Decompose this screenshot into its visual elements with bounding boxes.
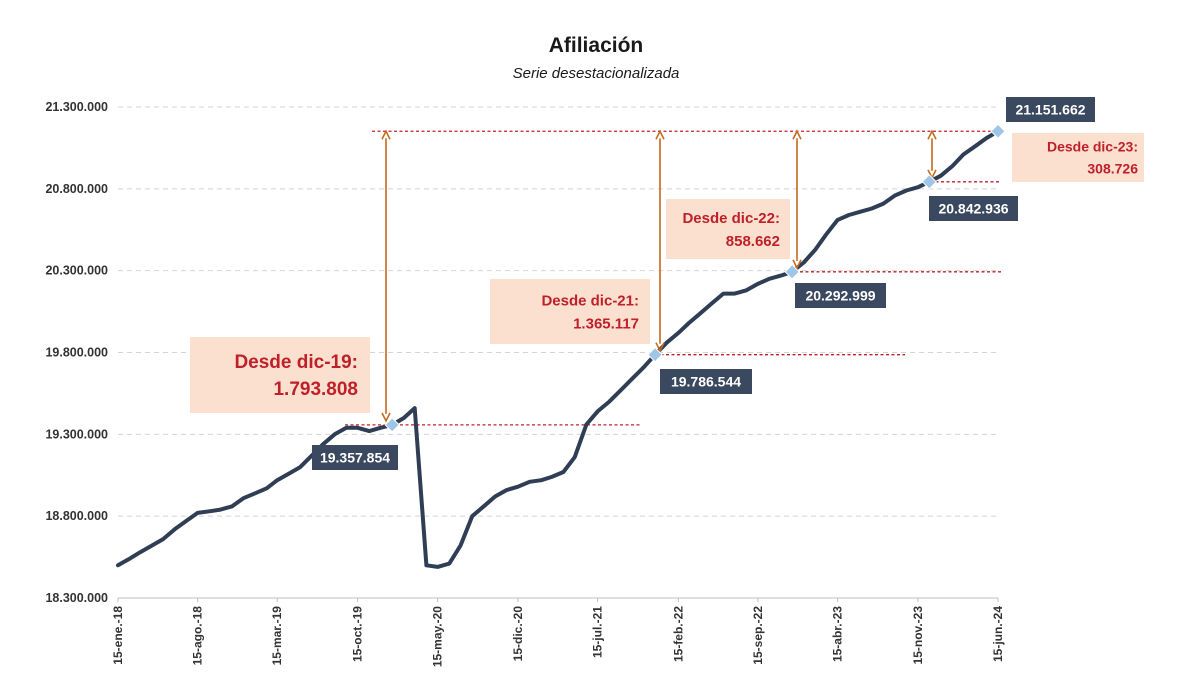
y-tick-label: 19.800.000 <box>45 346 108 360</box>
value-label-text: 20.842.936 <box>938 201 1008 217</box>
y-tick-label: 21.300.000 <box>45 100 108 114</box>
x-tick-label: 15-mar.-19 <box>270 606 284 666</box>
labels-layer: 19.357.854 19.786.544 20.292.999 20.842.936… <box>190 97 1144 470</box>
delta-annotation-box <box>1012 133 1144 182</box>
delta-annotation-value: 858.662 <box>726 233 780 250</box>
value-label-box <box>312 445 398 470</box>
y-tick-label: 19.300.000 <box>45 427 108 441</box>
x-tick-label: 15-sep.-22 <box>751 606 765 665</box>
delta-annotation: Desde dic-22: 858.662 <box>666 199 790 259</box>
arrow-head-down <box>792 259 802 270</box>
chart-title: Afiliación <box>549 34 644 57</box>
x-tick-label: 15-ene.-18 <box>111 606 125 665</box>
x-tick-label: 15-jul.-21 <box>591 606 605 658</box>
delta-annotation-value: 308.726 <box>1087 160 1138 176</box>
x-tick-label: 15-ago.-18 <box>191 606 205 666</box>
arrow-head-up <box>927 129 937 140</box>
x-tick-label: 15-abr.-23 <box>831 606 845 662</box>
y-tick-label: 18.800.000 <box>45 509 108 523</box>
delta-annotation-label: Desde dic-22: <box>682 210 780 227</box>
series-layer <box>116 129 1000 569</box>
growth-arrow <box>655 129 665 353</box>
delta-annotation: Desde dic-21: 1.365.117 <box>490 279 650 344</box>
x-tick-label: 15-feb.-22 <box>671 606 685 662</box>
value-label-box <box>660 369 752 394</box>
data-point-marker <box>921 174 937 190</box>
arrow-head-up <box>792 129 802 140</box>
series-line <box>116 129 1000 569</box>
delta-annotation-label: Desde dic-19: <box>234 352 358 373</box>
value-label-text: 21.151.662 <box>1015 102 1085 118</box>
value-label-text: 20.292.999 <box>805 288 875 304</box>
markers-layer <box>384 123 1006 433</box>
data-point-marker <box>990 123 1006 139</box>
y-tick-label: 20.300.000 <box>45 264 108 278</box>
value-label: 19.786.544 <box>660 369 752 394</box>
growth-arrow <box>381 129 391 423</box>
value-label-box <box>929 196 1018 221</box>
delta-annotation-value: 1.793.808 <box>273 379 358 400</box>
value-label-text: 19.786.544 <box>671 374 741 390</box>
chart-subtitle: Serie desestacionalizada <box>513 65 680 82</box>
x-tick-label: 15-jun.-24 <box>991 606 1005 662</box>
data-point-marker <box>647 346 663 363</box>
x-axis-ticks: 15-ene.-18 15-ago.-18 15-mar.-19 15-oct.-19… <box>111 598 1005 667</box>
arrow-head-up <box>655 129 665 140</box>
delta-annotation-value: 1.365.117 <box>573 315 639 332</box>
delta-annotation-box <box>190 337 370 413</box>
delta-annotation-label: Desde dic-23: <box>1047 138 1138 154</box>
value-label: 20.292.999 <box>795 283 886 308</box>
x-tick-label: 15-may.-20 <box>431 606 445 667</box>
value-label: 19.357.854 <box>312 445 398 470</box>
growth-arrow <box>927 129 937 180</box>
delta-annotation-box <box>490 279 650 344</box>
arrow-head-down <box>655 342 665 353</box>
x-tick-label: 15-dic.-20 <box>511 606 525 662</box>
arrows-layer <box>381 129 937 423</box>
value-label-box <box>1006 97 1095 122</box>
delta-annotation-box <box>666 199 790 259</box>
value-label: 21.151.662 <box>1006 97 1095 122</box>
arrow-head-up <box>381 129 391 140</box>
reference-lines <box>345 130 1002 426</box>
value-label-text: 19.357.854 <box>320 450 390 466</box>
y-tick-label: 20.800.000 <box>45 182 108 196</box>
value-label-box <box>795 283 886 308</box>
data-point-marker <box>784 264 800 280</box>
value-label: 20.842.936 <box>929 196 1018 221</box>
delta-annotation: Desde dic-19: 1.793.808 <box>190 337 370 413</box>
arrow-head-down <box>381 412 391 423</box>
data-point-marker <box>384 417 400 433</box>
y-tick-label: 18.300.000 <box>45 591 108 605</box>
y-axis-ticks: 18.300.000 18.800.000 19.300.000 19.800.000… <box>45 100 108 605</box>
delta-annotation-label: Desde dic-21: <box>541 292 639 309</box>
delta-annotation: Desde dic-23: 308.726 <box>1012 133 1144 182</box>
x-tick-label: 15-nov.-23 <box>911 606 925 665</box>
growth-arrow <box>792 129 802 270</box>
x-tick-label: 15-oct.-19 <box>351 606 365 662</box>
